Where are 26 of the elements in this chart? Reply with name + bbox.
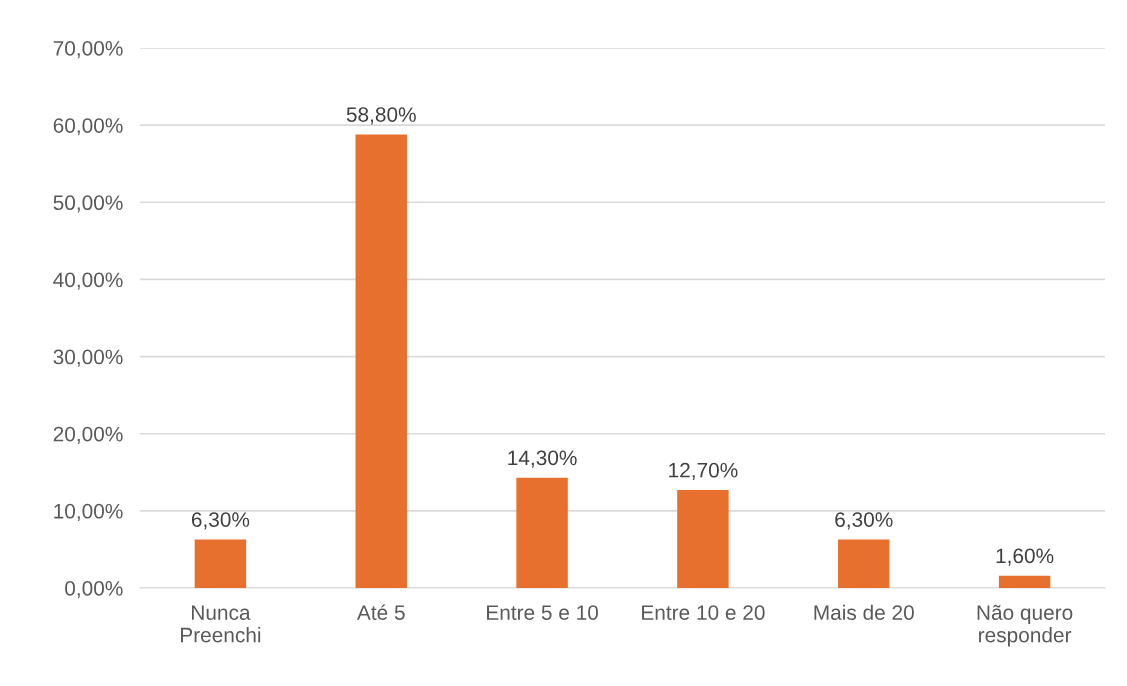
y-tick-label: 40,00% — [53, 272, 123, 290]
bar — [355, 134, 407, 588]
bar — [194, 539, 247, 588]
data-label: 6,30% — [835, 512, 893, 530]
data-label: 58,80% — [346, 107, 416, 125]
bar — [838, 539, 890, 588]
y-tick-label: 30,00% — [53, 349, 123, 367]
y-tick-label: 20,00% — [53, 426, 123, 444]
y-tick-label: 0,00% — [65, 581, 123, 599]
y-tick-label: 10,00% — [54, 503, 123, 522]
y-tick-label: 50,00% — [53, 195, 123, 213]
data-label: 12,70% — [669, 462, 738, 481]
x-tick-label: Mais de 20 — [814, 604, 914, 620]
bar — [998, 575, 1051, 588]
x-tick-label: Até 5 — [356, 604, 405, 620]
bar — [677, 490, 729, 588]
data-label: 14,30% — [508, 450, 577, 468]
data-label: 1,60% — [996, 548, 1054, 566]
x-tick-label: Entre 5 e 10 — [487, 605, 599, 620]
x-tick-label: Não quero responder — [977, 604, 1073, 647]
x-tick-label: Nunca Preenchi — [181, 605, 261, 643]
data-label: 6,30% — [191, 512, 250, 530]
x-tick-label: Entre 10 e 20 — [642, 605, 765, 620]
bar — [516, 477, 568, 588]
y-tick-label: 70,00% — [53, 41, 123, 59]
y-tick-label: 60,00% — [53, 118, 123, 136]
